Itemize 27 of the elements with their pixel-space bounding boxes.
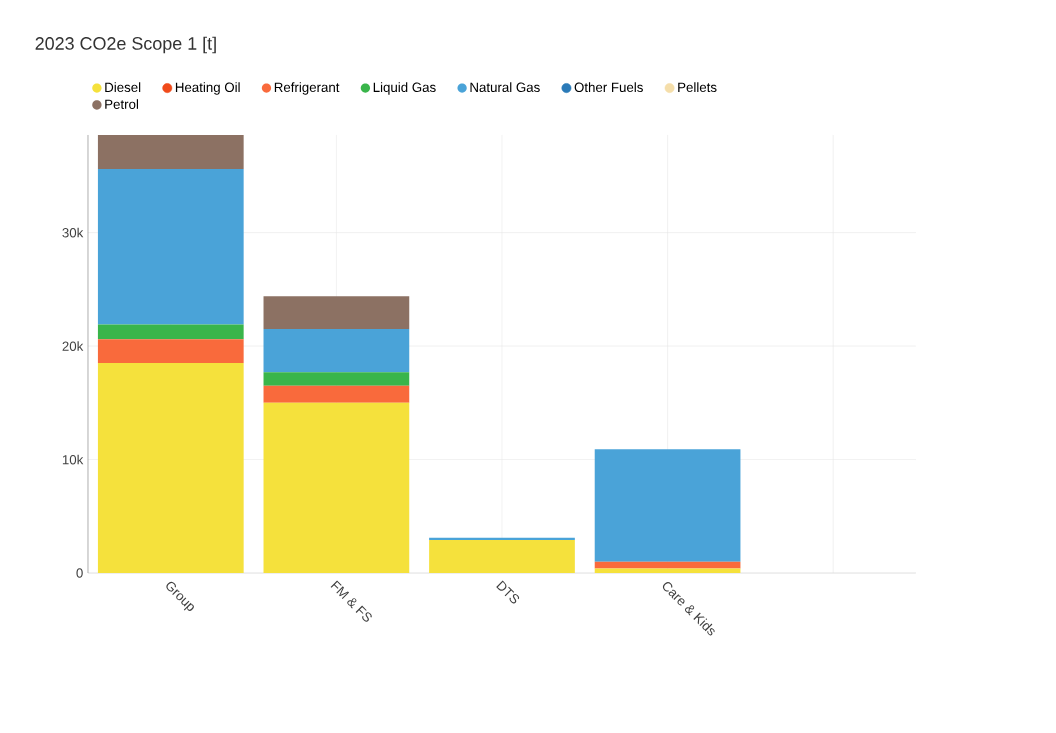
legend-label: Natural Gas — [470, 82, 540, 93]
legend-label: Pellets — [678, 82, 717, 93]
y-tick-label: 30k — [62, 227, 84, 238]
y-tick-label: 20k — [62, 341, 84, 351]
x-tick-label: FM & FS — [330, 580, 372, 622]
legend-label: Other Fuels — [574, 82, 643, 93]
legend-label: Diesel — [105, 82, 141, 93]
y-tick-label: 0 — [76, 568, 83, 578]
bar — [97, 324, 244, 340]
legend-label: Heating Oil — [175, 82, 240, 95]
bar — [594, 449, 741, 562]
legend-label: Refrigerant — [274, 82, 340, 95]
bar — [263, 329, 410, 373]
bar — [263, 402, 410, 574]
chart-title: 2023 CO2e Scope 1 [t] — [35, 36, 216, 54]
bar — [97, 169, 244, 325]
bar — [263, 372, 410, 386]
bar — [594, 568, 741, 574]
bar — [97, 134, 244, 170]
legend-label: Liquid Gas — [373, 82, 436, 95]
bar — [97, 339, 244, 364]
bar — [263, 385, 410, 403]
bar — [263, 296, 410, 330]
y-tick-label: 10k — [62, 454, 84, 465]
bar — [429, 540, 575, 574]
bar — [97, 363, 244, 574]
legend-label: Petrol — [105, 99, 138, 109]
